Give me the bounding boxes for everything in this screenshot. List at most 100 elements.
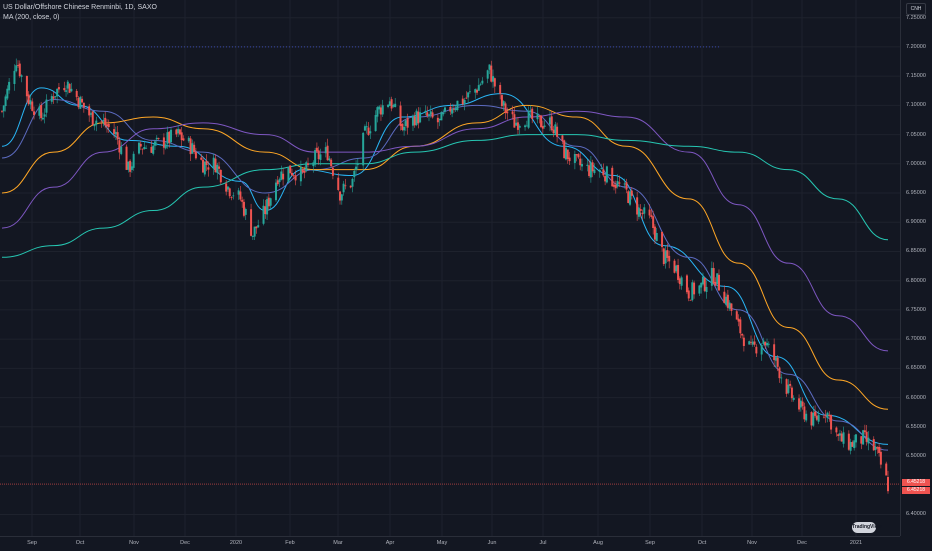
candle-body	[189, 138, 192, 155]
candle-body	[82, 102, 85, 108]
candle-body	[593, 169, 596, 174]
candle-body	[299, 166, 302, 182]
candle-body	[419, 112, 422, 123]
candle-body	[413, 116, 416, 126]
candle-body	[867, 437, 870, 444]
price-chart[interactable]	[0, 0, 900, 536]
candle-body	[292, 175, 295, 177]
price-tick-label: 7.25000	[906, 14, 926, 21]
candle-body	[449, 106, 452, 112]
candle-body	[178, 129, 181, 135]
time-tick-label: Sep	[645, 540, 655, 546]
candle-body	[376, 107, 379, 117]
candle-body	[853, 440, 856, 449]
candle-body	[541, 126, 544, 129]
chart-area[interactable]	[0, 0, 900, 536]
price-tick-label: 6.80000	[906, 277, 926, 284]
candle-body	[191, 143, 194, 154]
candle-body	[575, 154, 578, 156]
candle-body	[605, 166, 608, 183]
candle-body	[564, 148, 567, 160]
price-scale[interactable]	[900, 0, 932, 536]
candle-body	[214, 158, 217, 173]
currency-badge[interactable]: CNH	[906, 3, 926, 15]
candle-body	[255, 226, 258, 229]
candle-body	[40, 104, 43, 119]
candle-body	[787, 384, 790, 393]
time-tick-label: Apr	[385, 540, 395, 546]
candle-body	[878, 446, 881, 454]
candle-body	[219, 169, 222, 183]
candle-body	[127, 161, 130, 170]
candle-body	[228, 188, 231, 197]
candle-body	[379, 107, 382, 115]
indicator-title[interactable]: MA (200, close, 0)	[3, 14, 60, 21]
tradingview-logo-icon[interactable]: TradingView	[852, 522, 881, 533]
candle-body	[675, 265, 678, 272]
candle-body	[653, 226, 656, 240]
candle-body	[773, 344, 776, 361]
candle-body	[367, 127, 370, 135]
moving-average-ma_purple	[1, 110, 889, 352]
candle-body	[18, 63, 21, 77]
candle-body	[218, 166, 221, 169]
candle-body	[244, 208, 247, 215]
candle-body	[589, 162, 592, 178]
candle-body	[251, 235, 254, 237]
candle-body	[15, 65, 18, 72]
candle-body	[120, 146, 123, 155]
candle-body	[319, 154, 322, 160]
candle-body	[874, 446, 877, 450]
candle-body	[616, 181, 619, 187]
candle-body	[436, 117, 439, 123]
candle-body	[515, 122, 518, 126]
secondary-price-tag: 6.45218	[902, 487, 930, 495]
price-tick-label: 6.90000	[906, 219, 926, 226]
candle-body	[600, 167, 603, 169]
candle-body	[513, 114, 516, 128]
time-scale[interactable]	[0, 536, 900, 551]
candle-body	[824, 414, 827, 416]
candle-body	[762, 340, 765, 344]
candle-body	[456, 100, 459, 111]
candle-body	[166, 132, 169, 144]
candle-body	[394, 103, 397, 108]
price-tick-label: 7.20000	[906, 43, 926, 50]
candle-body	[404, 120, 407, 126]
candle-body	[815, 415, 818, 420]
candle-body	[879, 451, 882, 465]
candle-body	[129, 160, 132, 172]
candle-body	[193, 144, 196, 152]
candle-body	[506, 111, 509, 114]
candle-body	[438, 118, 441, 121]
candle-body	[817, 415, 820, 422]
candle-body	[452, 109, 455, 110]
candle-body	[751, 341, 754, 345]
candle-body	[337, 177, 340, 190]
candle-body	[789, 383, 792, 386]
candle-body	[164, 144, 167, 149]
candle-body	[374, 115, 377, 132]
time-tick-label: Nov	[747, 540, 757, 546]
candle-body	[785, 379, 788, 394]
candle-body	[579, 158, 582, 166]
candle-body	[137, 142, 140, 154]
candle-body	[476, 89, 479, 93]
candle-body	[580, 164, 583, 167]
candle-body	[627, 191, 630, 203]
grid-lines	[0, 0, 900, 536]
candle-body	[392, 105, 395, 107]
candle-body	[401, 124, 404, 130]
candle-body	[145, 147, 148, 149]
candle-body	[556, 126, 559, 137]
candle-body	[714, 281, 717, 286]
time-tick-label: Oct	[75, 540, 85, 546]
price-tick-label: 6.50000	[906, 453, 926, 460]
candle-body	[604, 176, 607, 182]
candle-body	[442, 112, 445, 115]
candle-body	[363, 126, 366, 131]
candle-body	[207, 167, 210, 170]
candle-body	[755, 346, 758, 354]
candle-body	[803, 406, 806, 420]
symbol-title[interactable]: US Dollar/Offshore Chinese Renminbi, 1D,…	[3, 4, 157, 11]
